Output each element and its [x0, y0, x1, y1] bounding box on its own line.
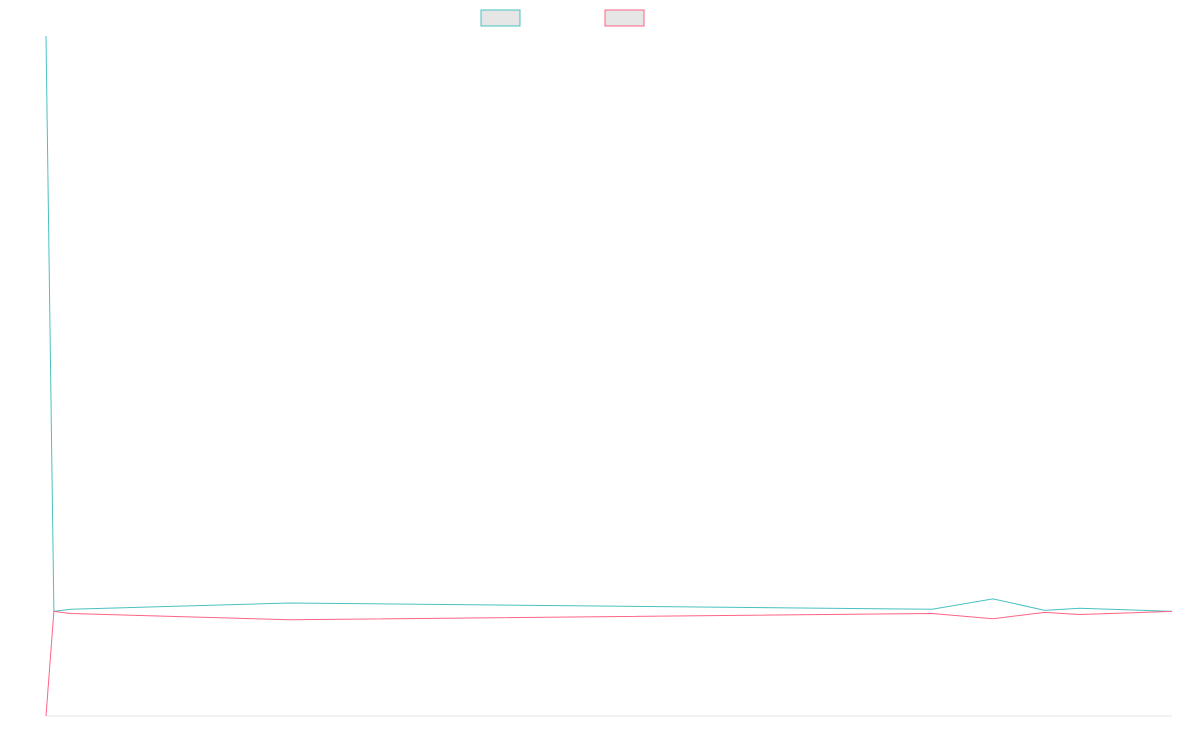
series-layer: [45, 35, 1173, 717]
legend: [480, 9, 645, 27]
legend-swatch-2[interactable]: [604, 9, 645, 27]
series-2-line: [45, 610, 1173, 717]
series-1-line: [45, 35, 1173, 612]
legend-swatch-1[interactable]: [480, 9, 521, 27]
